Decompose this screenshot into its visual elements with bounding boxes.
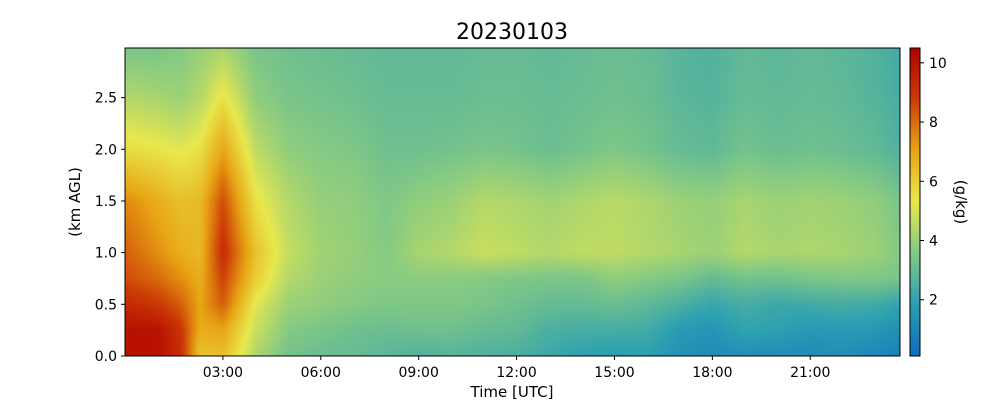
y-tick-label: 2.5 bbox=[95, 91, 117, 107]
y-tick-label: 0.5 bbox=[95, 297, 117, 313]
colorbar-tick-label: 4 bbox=[929, 234, 938, 250]
x-tick-label: 09:00 bbox=[399, 365, 439, 381]
x-axis-label: Time [UTC] bbox=[470, 383, 554, 400]
colorbar-tick-label: 2 bbox=[929, 293, 938, 309]
chart-title: 20230103 bbox=[456, 20, 568, 45]
colorbar-tick-label: 8 bbox=[929, 115, 938, 131]
colorbar-tick-label: 6 bbox=[929, 174, 938, 190]
x-tick-label: 21:00 bbox=[790, 365, 830, 381]
heatmap-plot-area bbox=[125, 48, 900, 356]
y-tick-label: 2.0 bbox=[95, 142, 117, 158]
colorbar-tick-label: 10 bbox=[929, 56, 947, 72]
x-tick-label: 18:00 bbox=[692, 365, 732, 381]
colorbar bbox=[909, 47, 921, 357]
y-tick-label: 1.0 bbox=[95, 246, 117, 262]
colorbar-axis: 2 4 6 8 10 bbox=[920, 56, 947, 309]
x-tick-label: 15:00 bbox=[594, 365, 634, 381]
y-axis: 0.0 0.5 1.0 1.5 2.0 2.5 bbox=[95, 91, 125, 365]
x-tick-label: 03:00 bbox=[203, 365, 243, 381]
x-tick-label: 12:00 bbox=[496, 365, 536, 381]
y-tick-label: 1.5 bbox=[95, 194, 117, 210]
colorbar-label: (g/kg) bbox=[952, 180, 970, 225]
plot-frame bbox=[124, 47, 901, 357]
x-tick-label: 06:00 bbox=[301, 365, 341, 381]
x-axis: 03:00 06:00 09:00 12:00 15:00 18:00 21:00 bbox=[203, 356, 830, 381]
y-axis-label: (km AGL) bbox=[66, 167, 84, 237]
y-tick-label: 0.0 bbox=[95, 349, 117, 365]
